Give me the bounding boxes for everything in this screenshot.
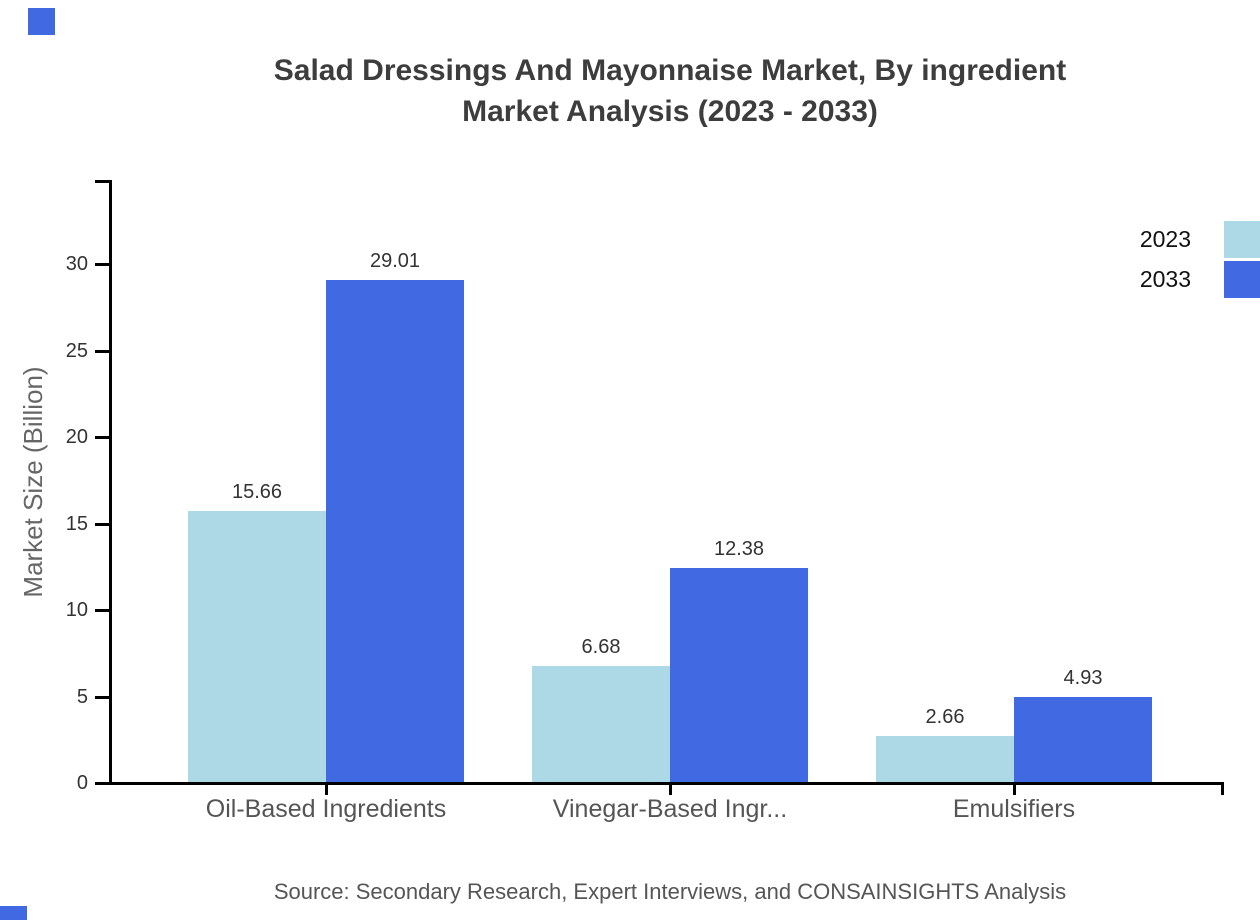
bar-value-label: 12.38 <box>713 538 765 560</box>
y-tick-mark <box>95 782 109 785</box>
y-tick-label: 20 <box>65 426 88 448</box>
legend-item-2023: 2023 <box>1140 219 1260 259</box>
category-label: Vinegar-Based Ingr... <box>552 795 788 823</box>
brand-square-top-left <box>28 8 55 35</box>
bar-value-label: 2.66 <box>925 706 965 728</box>
source-note: Source: Secondary Research, Expert Inter… <box>273 879 1067 904</box>
bar-value-label: 4.93 <box>1063 667 1103 689</box>
x-tick-mark <box>669 782 672 795</box>
y-tick-mark <box>95 695 109 699</box>
y-tick-label: 15 <box>65 512 88 535</box>
y-tick-mark <box>95 349 109 353</box>
legend-item-2033: 2033 <box>1140 259 1260 299</box>
chart-title-line1: Salad Dressings And Mayonnaise Market, B… <box>273 54 1067 87</box>
y-tick-mark <box>95 609 109 612</box>
y-tick-label: 10 <box>65 599 88 621</box>
bar-2033-2 <box>670 568 808 782</box>
x-axis-line <box>108 782 1223 785</box>
legend-label: 2033 <box>1139 265 1191 292</box>
y-tick-mark <box>95 436 109 439</box>
y-tick-label: 0 <box>76 772 88 794</box>
legend-swatch <box>1224 220 1260 258</box>
chart-title-line2: Market Analysis (2023 - 2033) <box>462 95 878 128</box>
x-tick-mark <box>325 782 328 795</box>
bar-2023-2 <box>532 666 670 782</box>
y-tick-label: 30 <box>65 253 88 275</box>
bar-value-label: 6.68 <box>581 636 621 658</box>
x-tick-mark <box>1013 782 1016 795</box>
y-tick-label: 25 <box>65 339 88 362</box>
category-label: Emulsifiers <box>952 795 1076 823</box>
legend-label: 2023 <box>1139 225 1191 252</box>
y-tick-mark <box>95 522 109 526</box>
bar-value-label: 29.01 <box>369 250 421 272</box>
bar-2023-3 <box>876 736 1014 782</box>
x-axis-end-tick <box>1221 782 1224 795</box>
chart-title: Salad Dressings And Mayonnaise Market, B… <box>80 50 1260 132</box>
bar-value-label: 15.66 <box>231 481 283 503</box>
y-tick-label: 5 <box>76 685 88 708</box>
bar-2033-1 <box>326 280 464 782</box>
bar-2033-3 <box>1014 697 1152 782</box>
y-axis-line <box>109 180 112 785</box>
bar-2023-1 <box>188 511 326 782</box>
legend: 2023 2033 <box>1140 219 1260 299</box>
brand-square-bottom-left <box>0 906 27 920</box>
y-axis-end-tick <box>95 180 109 183</box>
y-tick-mark <box>95 263 109 266</box>
legend-swatch <box>1224 260 1260 298</box>
category-label: Oil-Based Ingredients <box>205 795 447 823</box>
